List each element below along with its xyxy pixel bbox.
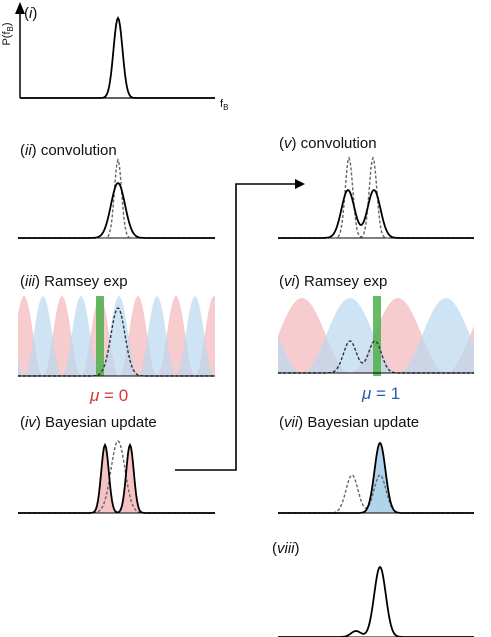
blue-fringe	[278, 298, 474, 373]
final-posterior-curve	[278, 565, 474, 637]
convolved-prior-curve	[18, 181, 215, 239]
panel-vii-label: (vii) Bayesian update	[279, 414, 419, 431]
arrow-right-icon	[175, 179, 305, 471]
prior-dashed-curve	[18, 440, 215, 514]
panel-viii-label: (viii)	[272, 540, 300, 557]
panel-iii: (iii) Ramsey exp μ = 0	[18, 273, 215, 405]
previous-posterior-dashed-curve	[278, 155, 474, 239]
panel-iii-label: (iii) Ramsey exp	[20, 273, 128, 290]
posterior-curve	[18, 442, 215, 514]
posterior-fill	[18, 445, 215, 513]
panel-v-label: (v) convolution	[279, 135, 377, 152]
panel-ii: (ii) convolution	[18, 142, 215, 239]
convolved-prior-curve	[278, 188, 474, 239]
outcome-mu-1: μ = 1	[361, 384, 400, 403]
measurement-frequency-bar	[96, 296, 104, 376]
panel-iv: (iv) Bayesian update	[18, 414, 215, 514]
panel-i-label: (i)	[24, 5, 37, 22]
y-axis-label: P(fB)	[1, 22, 15, 45]
x-axis-label: fB	[220, 98, 228, 112]
measurement-frequency-bar	[373, 296, 381, 376]
outcome-mu-0: μ = 0	[89, 386, 128, 405]
previous-prior-dashed-curve	[18, 157, 215, 239]
blue-fringe	[18, 296, 215, 376]
y-axis-arrow-icon	[15, 2, 25, 14]
panel-vii: (vii) Bayesian update	[278, 414, 474, 514]
ramsey-fringes	[18, 296, 215, 376]
panel-v: (v) convolution	[278, 135, 474, 239]
panel-vi-label: (vi) Ramsey exp	[279, 273, 387, 290]
panel-viii: (viii)	[272, 540, 474, 637]
panel-i: (i) P(fB) fB	[1, 2, 228, 112]
prior-curve	[20, 15, 215, 99]
posterior-fill	[278, 443, 474, 513]
panel-vi: (vi) Ramsey exp μ = 1	[278, 273, 474, 403]
panel-iv-label: (iv) Bayesian update	[20, 414, 157, 431]
panel-ii-label: (ii) convolution	[20, 142, 117, 159]
